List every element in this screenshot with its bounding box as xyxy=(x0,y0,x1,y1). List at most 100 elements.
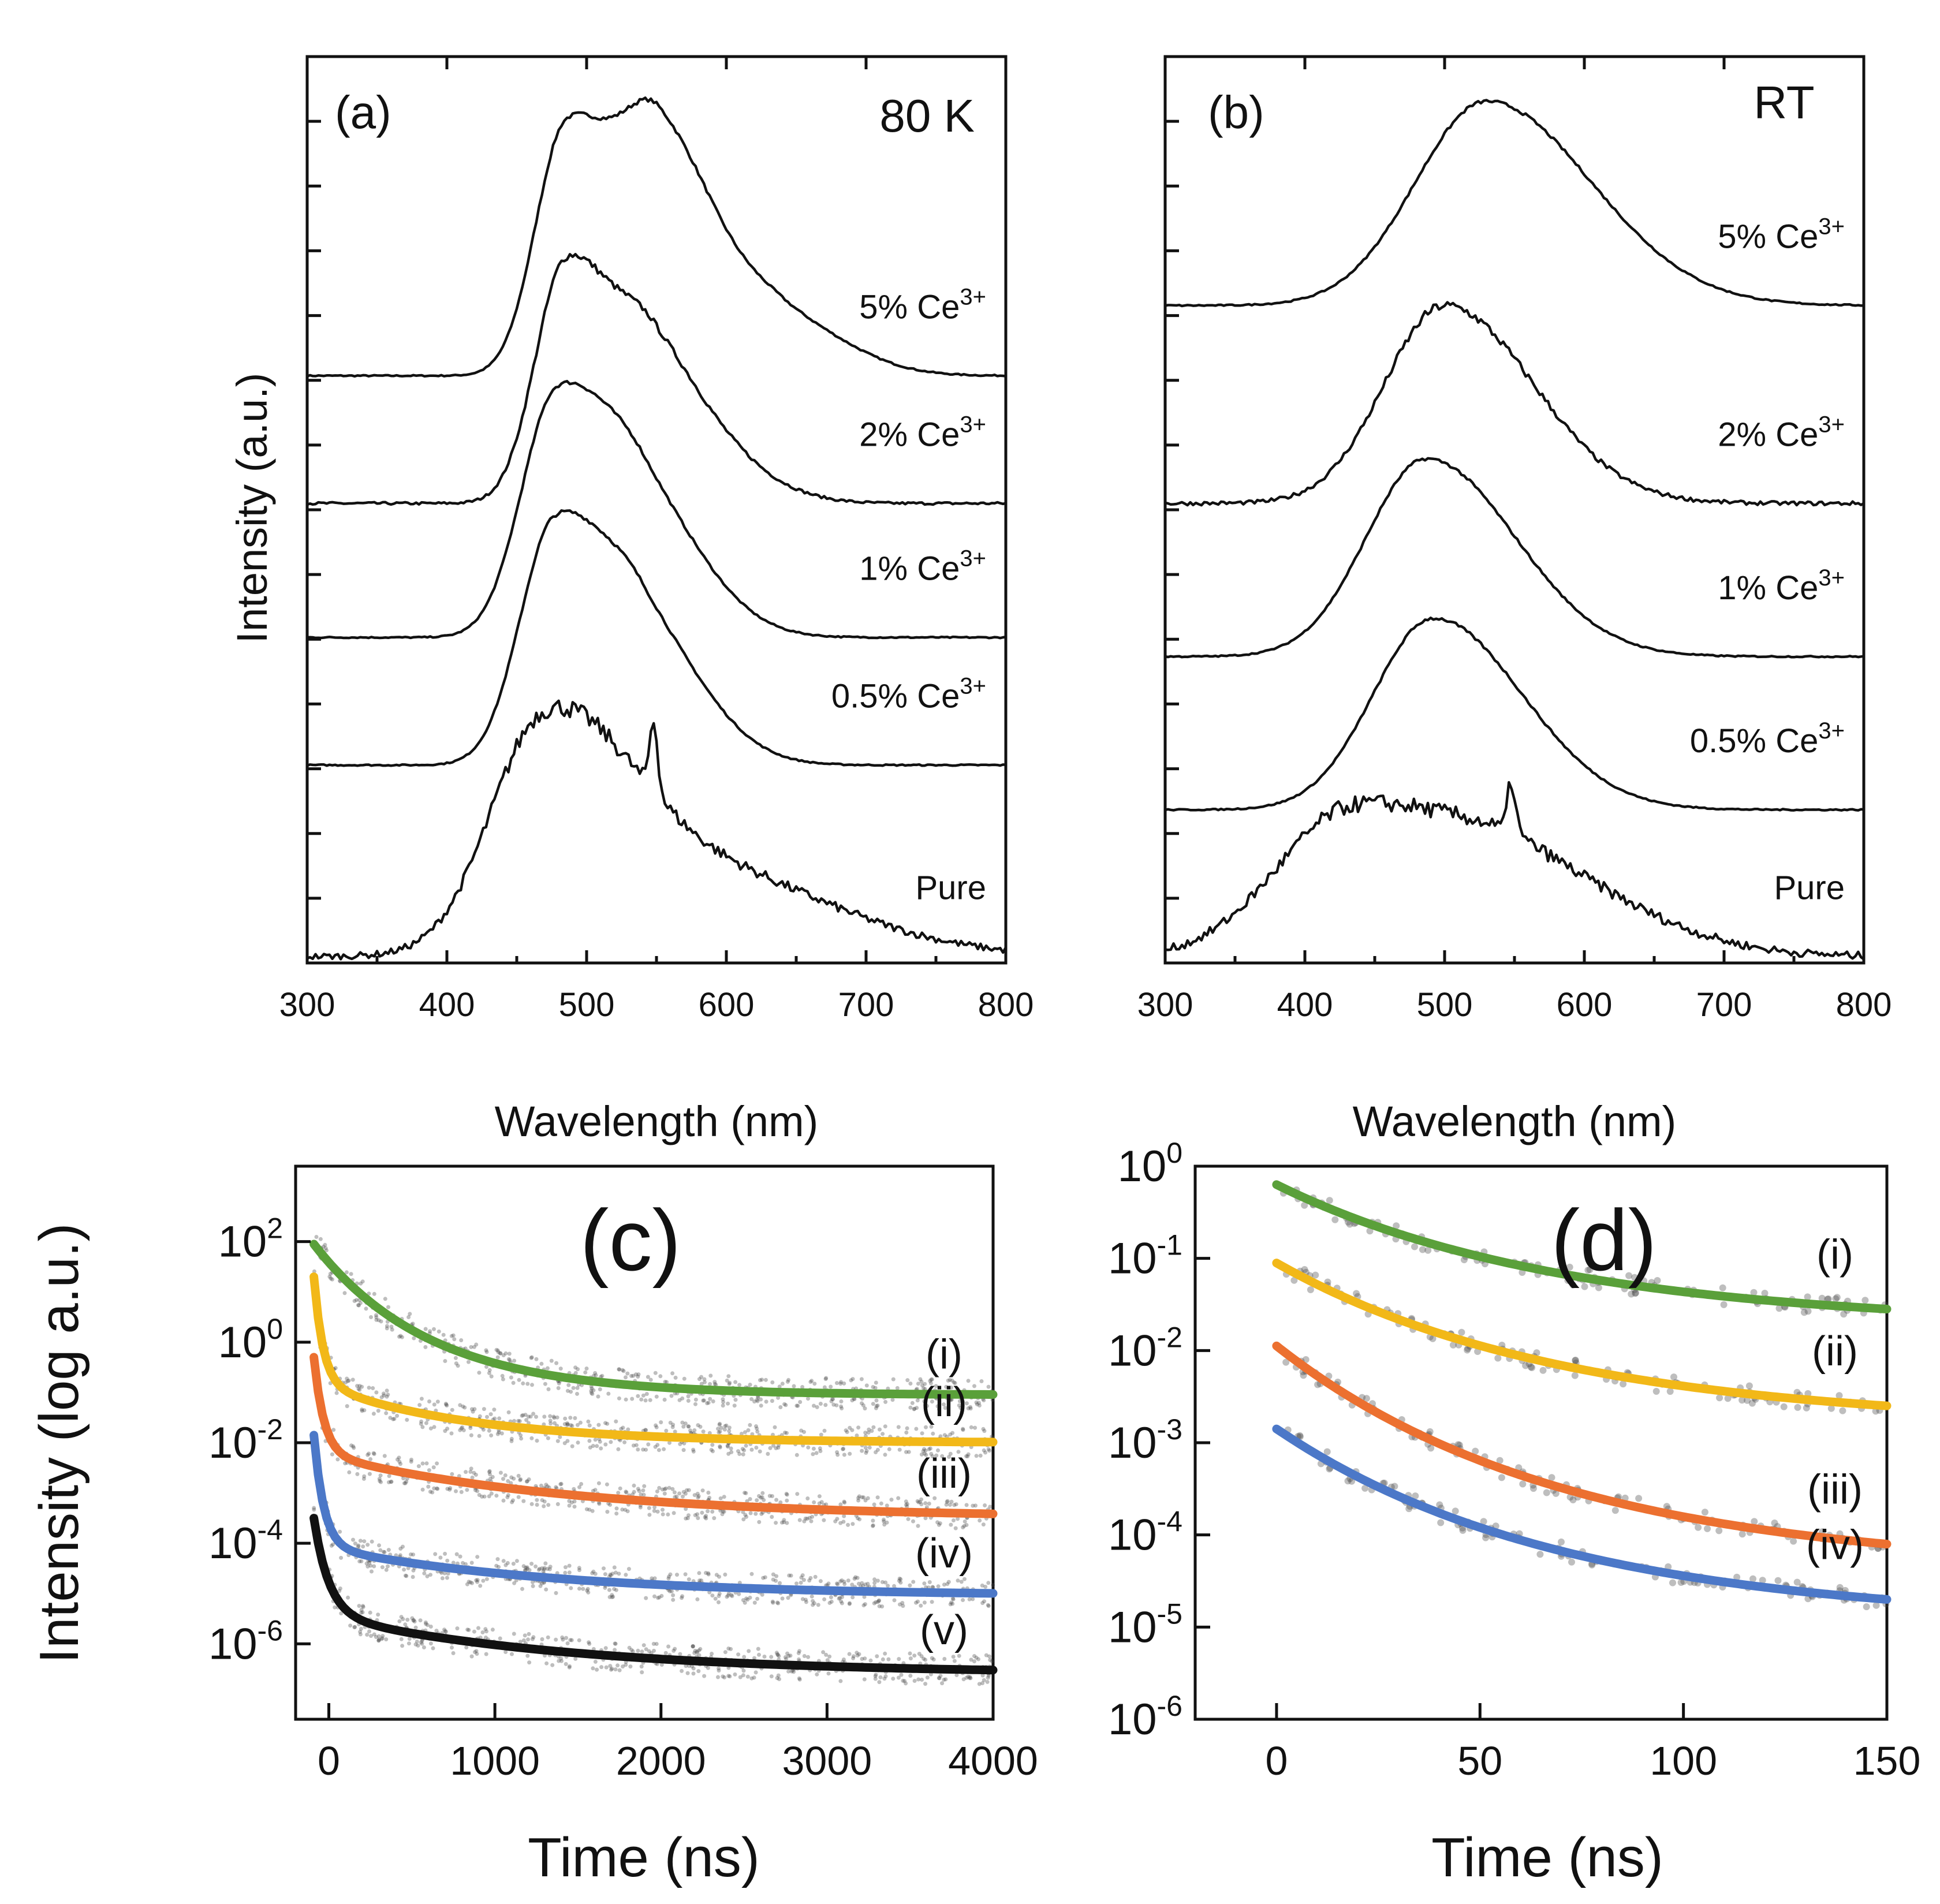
data-point xyxy=(770,1399,774,1403)
data-point xyxy=(442,1571,447,1576)
data-point xyxy=(700,1488,705,1493)
data-point xyxy=(840,1601,844,1606)
data-point xyxy=(986,1384,991,1389)
data-point xyxy=(964,1523,969,1527)
data-point xyxy=(526,1637,530,1642)
data-point xyxy=(653,1444,658,1449)
data-point xyxy=(934,1453,939,1458)
x-tick-label: 1000 xyxy=(450,1738,540,1783)
data-point xyxy=(922,1399,927,1403)
data-point xyxy=(733,1672,737,1677)
data-point xyxy=(529,1502,534,1506)
data-point xyxy=(686,1424,691,1429)
data-point xyxy=(860,1495,864,1499)
data-point xyxy=(755,1498,759,1503)
data-point xyxy=(333,1605,337,1610)
data-point xyxy=(861,1584,865,1588)
data-point xyxy=(567,1665,572,1670)
data-point xyxy=(986,1675,990,1680)
y-tick-label: 10-2 xyxy=(1108,1321,1182,1375)
data-point xyxy=(699,1382,704,1386)
data-point xyxy=(695,1650,699,1655)
data-point xyxy=(770,1380,775,1384)
data-point xyxy=(840,1406,844,1410)
data-point xyxy=(773,1425,777,1429)
series-label: 1% Ce3+ xyxy=(859,546,986,588)
data-point xyxy=(475,1578,480,1582)
data-point xyxy=(419,1421,423,1426)
data-point xyxy=(487,1428,491,1433)
data-point xyxy=(398,1462,403,1466)
data-point xyxy=(431,1465,436,1470)
data-point xyxy=(726,1374,731,1379)
data-point xyxy=(846,1578,850,1583)
panel-d-fit-curves: (i)(ii)(iii)(iv) xyxy=(1272,1180,1891,1604)
data-point xyxy=(863,1446,868,1450)
data-point xyxy=(1719,1284,1726,1291)
data-point xyxy=(908,1382,913,1386)
data-point xyxy=(610,1593,614,1597)
data-point xyxy=(401,1544,405,1549)
data-point xyxy=(360,1408,364,1412)
data-point xyxy=(947,1503,952,1507)
data-point xyxy=(799,1576,804,1580)
data-point xyxy=(447,1487,452,1492)
data-point xyxy=(359,1281,363,1286)
data-point xyxy=(563,1416,568,1421)
data-point xyxy=(862,1595,867,1599)
data-point xyxy=(473,1473,478,1477)
data-point xyxy=(785,1492,789,1497)
data-point xyxy=(564,1662,568,1666)
data-point xyxy=(792,1384,796,1388)
data-point xyxy=(717,1592,722,1596)
data-point xyxy=(422,1571,427,1576)
data-point xyxy=(560,1635,565,1640)
data-point xyxy=(696,1423,700,1428)
data-point xyxy=(579,1482,584,1486)
data-point xyxy=(1411,1243,1418,1250)
data-point xyxy=(389,1480,393,1484)
data-point xyxy=(367,1472,372,1476)
data-point xyxy=(596,1394,600,1399)
series-label-text: Pure xyxy=(915,869,986,906)
data-point xyxy=(691,1644,695,1649)
data-point xyxy=(644,1647,648,1652)
data-point xyxy=(1804,1308,1812,1315)
x-tick-label: 600 xyxy=(699,986,755,1024)
data-point xyxy=(897,1447,902,1452)
data-point xyxy=(863,1431,868,1435)
data-point xyxy=(484,1652,488,1656)
data-point xyxy=(469,1560,474,1565)
data-point xyxy=(766,1451,770,1456)
data-point xyxy=(787,1573,792,1578)
data-point xyxy=(680,1668,684,1673)
spectrum-5-ce xyxy=(307,96,1006,378)
data-point xyxy=(826,1671,831,1676)
data-point xyxy=(707,1431,712,1435)
data-point xyxy=(957,1403,961,1408)
data-point xyxy=(384,1567,389,1572)
data-point xyxy=(1631,1274,1639,1281)
data-point xyxy=(727,1382,732,1386)
data-point xyxy=(591,1666,595,1671)
data-point xyxy=(489,1491,494,1496)
data-point xyxy=(872,1502,876,1507)
data-point xyxy=(542,1499,547,1504)
data-point xyxy=(905,1502,909,1506)
data-point xyxy=(487,1469,492,1473)
data-point xyxy=(557,1381,561,1386)
data-point xyxy=(445,1576,449,1580)
data-point xyxy=(624,1663,628,1667)
data-point xyxy=(850,1522,855,1526)
series-label: (ii) xyxy=(921,1379,967,1425)
data-point xyxy=(398,1547,403,1551)
data-point xyxy=(757,1652,761,1657)
panel-a-condition: 80 K xyxy=(879,90,975,141)
data-point xyxy=(423,1345,428,1349)
data-point xyxy=(435,1486,439,1491)
data-point xyxy=(663,1380,667,1384)
data-point xyxy=(559,1659,564,1663)
data-point xyxy=(378,1479,382,1483)
data-point xyxy=(569,1586,573,1591)
data-point xyxy=(800,1597,805,1601)
